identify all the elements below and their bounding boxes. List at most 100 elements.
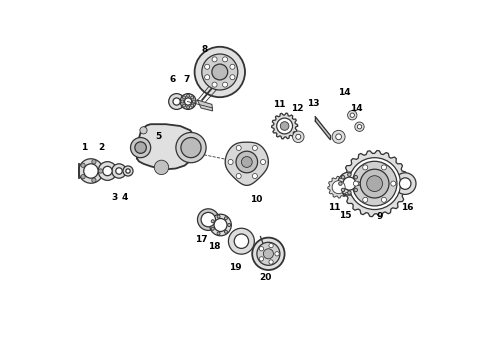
Circle shape	[211, 227, 214, 230]
Circle shape	[347, 191, 351, 194]
Circle shape	[135, 142, 147, 153]
Circle shape	[205, 64, 210, 69]
Text: 2: 2	[98, 143, 105, 152]
Text: 20: 20	[260, 274, 272, 282]
Circle shape	[214, 219, 227, 231]
Circle shape	[394, 173, 416, 194]
Circle shape	[123, 166, 133, 176]
Polygon shape	[342, 150, 408, 217]
Polygon shape	[328, 176, 349, 198]
Text: 1: 1	[80, 143, 87, 152]
Circle shape	[217, 215, 220, 218]
Circle shape	[263, 249, 273, 259]
Circle shape	[180, 94, 196, 109]
Circle shape	[269, 260, 273, 264]
Circle shape	[343, 177, 356, 190]
Circle shape	[183, 104, 186, 107]
Circle shape	[336, 134, 342, 140]
Text: 13: 13	[307, 99, 319, 108]
Circle shape	[230, 64, 235, 69]
Circle shape	[252, 174, 257, 179]
Circle shape	[193, 100, 196, 103]
Circle shape	[185, 98, 192, 105]
Circle shape	[92, 178, 96, 183]
Circle shape	[230, 75, 235, 80]
Circle shape	[202, 54, 238, 90]
Circle shape	[261, 159, 266, 165]
Polygon shape	[137, 124, 196, 169]
Circle shape	[399, 178, 411, 189]
Circle shape	[353, 181, 358, 186]
Circle shape	[280, 122, 289, 130]
Circle shape	[98, 162, 117, 180]
Circle shape	[212, 82, 217, 87]
Text: 10: 10	[249, 195, 262, 204]
Circle shape	[363, 197, 368, 202]
Text: 11: 11	[328, 202, 341, 212]
Circle shape	[201, 212, 216, 227]
Text: 14: 14	[338, 89, 350, 98]
Circle shape	[357, 182, 360, 185]
Circle shape	[212, 64, 228, 80]
Circle shape	[183, 96, 186, 99]
Circle shape	[296, 134, 301, 139]
Circle shape	[154, 160, 169, 175]
Circle shape	[176, 132, 206, 163]
Circle shape	[205, 75, 210, 80]
Text: 6: 6	[169, 76, 175, 85]
Text: 16: 16	[401, 202, 413, 212]
Circle shape	[391, 181, 396, 186]
Circle shape	[228, 224, 231, 226]
Circle shape	[341, 175, 345, 179]
Circle shape	[79, 159, 103, 183]
Circle shape	[381, 197, 387, 202]
Circle shape	[293, 131, 304, 143]
Polygon shape	[225, 142, 269, 185]
Circle shape	[236, 151, 258, 173]
Circle shape	[98, 169, 103, 173]
Circle shape	[338, 172, 361, 195]
Circle shape	[347, 173, 351, 176]
Text: 7: 7	[183, 76, 190, 85]
Circle shape	[222, 57, 227, 62]
Circle shape	[357, 125, 362, 129]
Polygon shape	[315, 117, 330, 139]
Circle shape	[181, 100, 184, 103]
Text: 14: 14	[349, 104, 362, 113]
Circle shape	[242, 157, 252, 167]
Circle shape	[332, 181, 345, 194]
Circle shape	[252, 145, 257, 150]
Text: 3: 3	[112, 193, 118, 202]
Circle shape	[84, 164, 98, 178]
Circle shape	[259, 247, 264, 251]
Circle shape	[197, 209, 219, 230]
Circle shape	[116, 168, 122, 174]
Circle shape	[81, 175, 85, 179]
Circle shape	[257, 242, 280, 265]
Text: 8: 8	[201, 45, 208, 54]
Circle shape	[236, 145, 241, 150]
Circle shape	[210, 214, 231, 236]
Polygon shape	[197, 100, 213, 111]
Circle shape	[212, 57, 217, 62]
Circle shape	[211, 220, 214, 223]
Circle shape	[349, 158, 400, 210]
Circle shape	[381, 165, 387, 170]
Circle shape	[187, 94, 190, 97]
Circle shape	[347, 111, 357, 120]
Circle shape	[363, 165, 368, 170]
Circle shape	[275, 252, 279, 256]
Circle shape	[360, 169, 389, 198]
Circle shape	[277, 118, 293, 134]
Text: 9: 9	[377, 212, 383, 220]
Circle shape	[228, 159, 233, 165]
Circle shape	[224, 230, 227, 233]
Polygon shape	[271, 113, 297, 139]
Circle shape	[222, 82, 227, 87]
Circle shape	[191, 96, 194, 99]
Circle shape	[140, 127, 147, 134]
Circle shape	[103, 166, 112, 176]
Text: 15: 15	[339, 211, 351, 220]
Circle shape	[339, 182, 342, 185]
Circle shape	[234, 234, 248, 248]
